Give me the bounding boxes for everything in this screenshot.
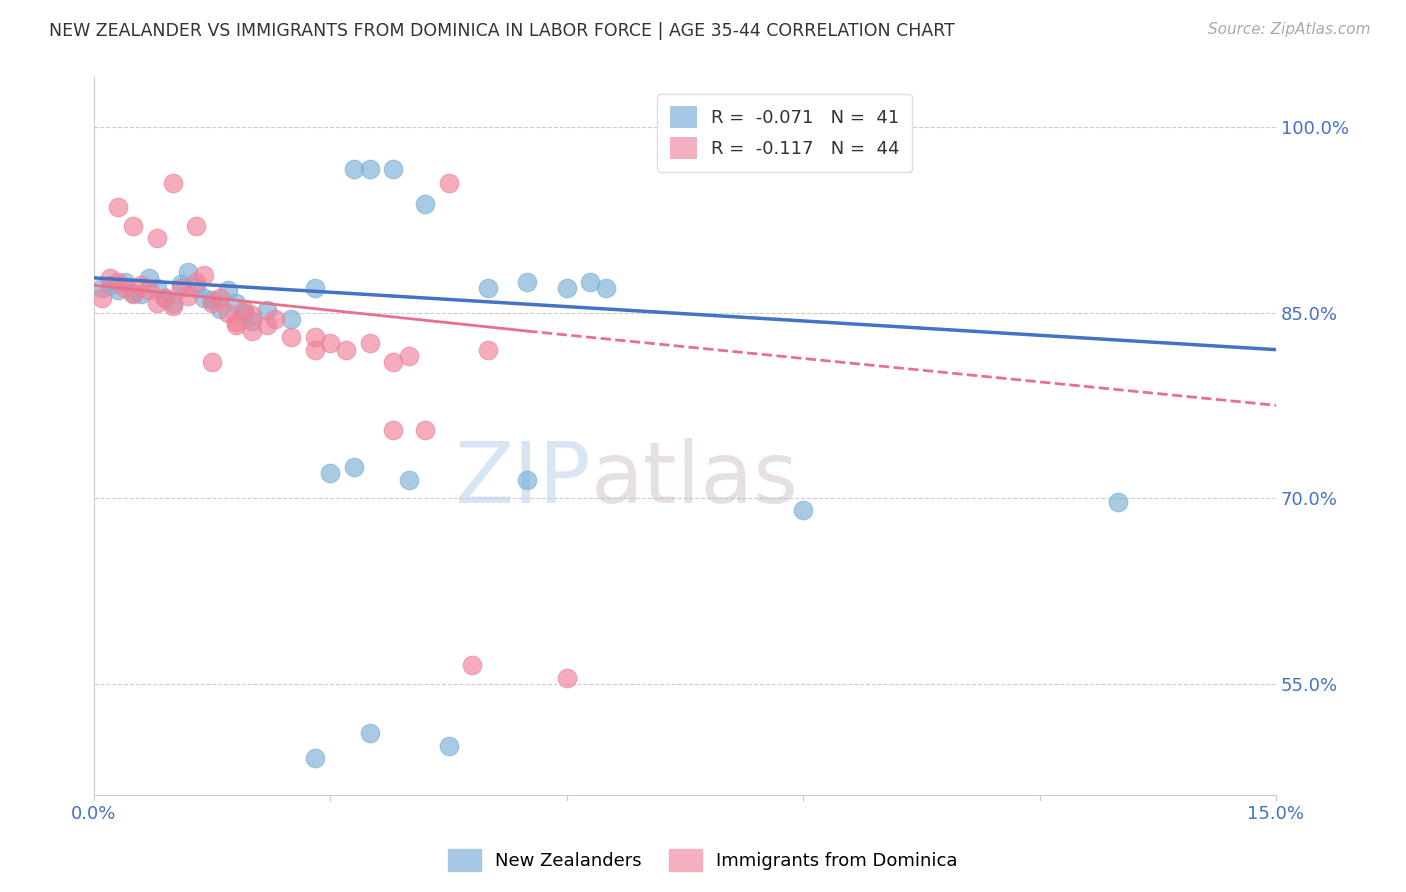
Point — [201, 355, 224, 369]
Point — [98, 271, 121, 285]
Point — [232, 305, 254, 319]
Point — [193, 291, 215, 305]
Point — [437, 176, 460, 190]
Point — [217, 305, 239, 319]
Legend: R =  -0.071   N =  41, R =  -0.117   N =  44: R = -0.071 N = 41, R = -0.117 N = 44 — [657, 94, 912, 172]
Point — [398, 349, 420, 363]
Point — [169, 277, 191, 291]
Point — [208, 291, 231, 305]
Point — [335, 343, 357, 357]
Point — [193, 268, 215, 283]
Text: atlas: atlas — [591, 438, 799, 521]
Point — [343, 460, 366, 475]
Point — [107, 200, 129, 214]
Point — [153, 291, 176, 305]
Point — [595, 281, 617, 295]
Point — [516, 473, 538, 487]
Point — [359, 336, 381, 351]
Point — [129, 287, 152, 301]
Point — [240, 314, 263, 328]
Point — [319, 336, 342, 351]
Point — [201, 293, 224, 307]
Point — [256, 318, 278, 332]
Point — [579, 275, 602, 289]
Point — [359, 161, 381, 176]
Point — [129, 278, 152, 293]
Point — [225, 295, 247, 310]
Point — [146, 281, 169, 295]
Point — [177, 289, 200, 303]
Point — [516, 275, 538, 289]
Point — [477, 281, 499, 295]
Point — [280, 330, 302, 344]
Point — [264, 311, 287, 326]
Point — [90, 281, 112, 295]
Point — [413, 196, 436, 211]
Point — [240, 308, 263, 322]
Point — [177, 265, 200, 279]
Point — [90, 291, 112, 305]
Point — [382, 161, 405, 176]
Legend: New Zealanders, Immigrants from Dominica: New Zealanders, Immigrants from Dominica — [441, 842, 965, 879]
Point — [217, 283, 239, 297]
Point — [382, 423, 405, 437]
Point — [122, 285, 145, 300]
Point — [225, 315, 247, 329]
Point — [186, 275, 208, 289]
Text: Source: ZipAtlas.com: Source: ZipAtlas.com — [1208, 22, 1371, 37]
Point — [138, 271, 160, 285]
Point — [122, 287, 145, 301]
Point — [304, 281, 326, 295]
Point — [162, 299, 184, 313]
Point — [461, 658, 484, 673]
Point — [138, 283, 160, 297]
Point — [555, 281, 578, 295]
Point — [169, 281, 191, 295]
Point — [146, 231, 169, 245]
Point — [225, 318, 247, 332]
Point — [382, 355, 405, 369]
Point — [359, 726, 381, 740]
Text: NEW ZEALANDER VS IMMIGRANTS FROM DOMINICA IN LABOR FORCE | AGE 35-44 CORRELATION: NEW ZEALANDER VS IMMIGRANTS FROM DOMINIC… — [49, 22, 955, 40]
Point — [107, 275, 129, 289]
Point — [398, 473, 420, 487]
Point — [162, 295, 184, 310]
Point — [201, 295, 224, 310]
Point — [240, 324, 263, 338]
Point — [114, 281, 136, 295]
Text: ZIP: ZIP — [454, 438, 591, 521]
Point — [304, 751, 326, 765]
Point — [319, 467, 342, 481]
Point — [162, 176, 184, 190]
Point — [304, 343, 326, 357]
Point — [280, 311, 302, 326]
Point — [232, 303, 254, 318]
Point — [146, 295, 169, 310]
Point — [256, 303, 278, 318]
Point — [208, 301, 231, 316]
Point — [107, 283, 129, 297]
Point — [437, 739, 460, 753]
Point — [413, 423, 436, 437]
Point — [122, 219, 145, 233]
Point — [343, 161, 366, 176]
Point — [304, 330, 326, 344]
Point — [477, 343, 499, 357]
Point — [186, 281, 208, 295]
Point — [1107, 495, 1129, 509]
Point — [555, 671, 578, 685]
Point — [186, 219, 208, 233]
Point — [114, 275, 136, 289]
Point — [98, 278, 121, 293]
Point — [153, 291, 176, 305]
Point — [792, 503, 814, 517]
